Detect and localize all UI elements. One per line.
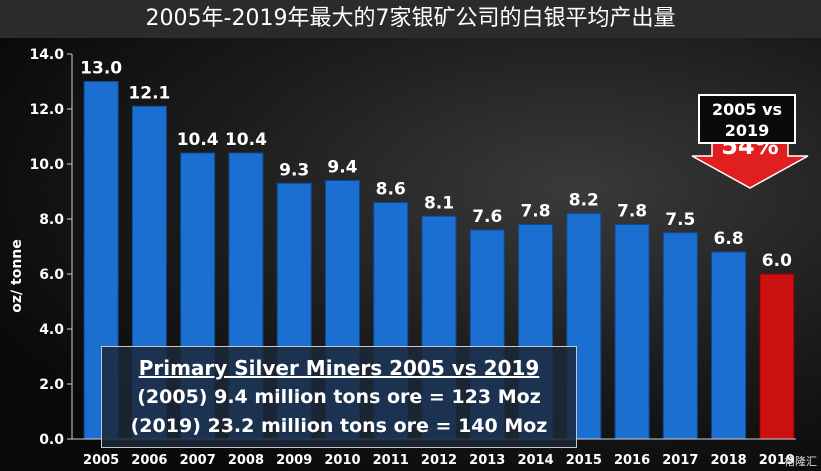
data-label-2009: 9.3 [279, 160, 309, 180]
x-tick-label-2016: 2016 [614, 453, 650, 468]
info-box: Primary Silver Miners 2005 vs 2019 (2005… [101, 346, 577, 448]
data-label-2008: 10.4 [225, 130, 267, 150]
y-axis: 0.0 2.0 4.0 6.0 8.0 10.0 12.0 14.0 [29, 47, 73, 448]
y-axis-label: oz/ tonne [9, 239, 25, 313]
x-tick-label-2011: 2011 [373, 453, 409, 468]
bar-2019 [759, 273, 795, 440]
data-label-2016: 7.8 [617, 202, 647, 222]
x-tick-label-2006: 2006 [131, 453, 167, 468]
info-box-line-1: (2005) 9.4 million tons ore = 123 Moz [137, 386, 541, 408]
watermark: 格隆汇 [784, 455, 817, 468]
bar-2017 [662, 232, 698, 440]
y-tick-label: 12.0 [29, 102, 64, 118]
data-label-2019: 6.0 [762, 251, 792, 271]
x-tick-label-2012: 2012 [421, 453, 457, 468]
x-tick-label-2005: 2005 [83, 453, 119, 468]
x-tick-label-2018: 2018 [711, 453, 747, 468]
chart-area: 0.0 2.0 4.0 6.0 8.0 10.0 12.0 14.0 13.0 12.1 10.4… [0, 38, 821, 471]
data-label-2018: 6.8 [714, 229, 744, 249]
data-label-2013: 7.6 [472, 207, 502, 227]
comparison-box: 2005 vs 2019 [698, 94, 796, 144]
data-label-2011: 8.6 [376, 180, 406, 200]
y-tick-label: 4.0 [39, 322, 64, 338]
y-tick-label: 0.0 [39, 432, 64, 448]
x-tick-label-2019: 2019 [759, 453, 795, 468]
data-label-2005: 13.0 [80, 59, 122, 79]
data-label-2014: 7.8 [520, 202, 550, 222]
data-label-2017: 7.5 [665, 210, 695, 230]
x-tick-label-2007: 2007 [180, 453, 216, 468]
y-tick-label: 8.0 [39, 212, 64, 228]
x-tick-label-2013: 2013 [469, 453, 505, 468]
info-box-line-2: (2019) 23.2 million tons ore = 140 Moz [130, 415, 548, 437]
bar-2016 [614, 224, 650, 440]
data-label-2010: 9.4 [327, 158, 357, 178]
y-tick-label: 2.0 [39, 377, 64, 393]
data-label-2006: 12.1 [128, 83, 170, 103]
y-tick-label: 14.0 [29, 47, 64, 63]
data-label-2007: 10.4 [177, 130, 219, 150]
x-axis: 2005 2006 2007 2008 2009 2010 2011 2012 2013 2014… [72, 438, 796, 468]
y-tick-label: 6.0 [39, 267, 64, 283]
comparison-line-2: 2019 [724, 121, 770, 140]
info-box-heading: Primary Silver Miners 2005 vs 2019 [138, 356, 540, 380]
x-tick-label-2008: 2008 [228, 453, 264, 468]
x-tick-label-2014: 2014 [517, 453, 553, 468]
x-tick-label-2010: 2010 [324, 453, 360, 468]
bar-2018 [711, 251, 747, 440]
data-label-2015: 8.2 [569, 191, 599, 211]
y-tick-label: 10.0 [29, 157, 64, 173]
comparison-line-1: 2005 vs [711, 100, 783, 119]
data-label-2012: 8.1 [424, 193, 454, 213]
chart-title: 2005年-2019年最大的7家银矿公司的白银平均产出量 [0, 0, 821, 38]
data-labels: 13.0 12.1 10.4 10.4 9.3 9.4 8.6 8.1 7.6 7.8 8.2 7.8… [80, 59, 792, 272]
x-tick-label-2015: 2015 [566, 453, 602, 468]
x-tick-label-2017: 2017 [662, 453, 698, 468]
x-tick-label-2009: 2009 [276, 453, 312, 468]
